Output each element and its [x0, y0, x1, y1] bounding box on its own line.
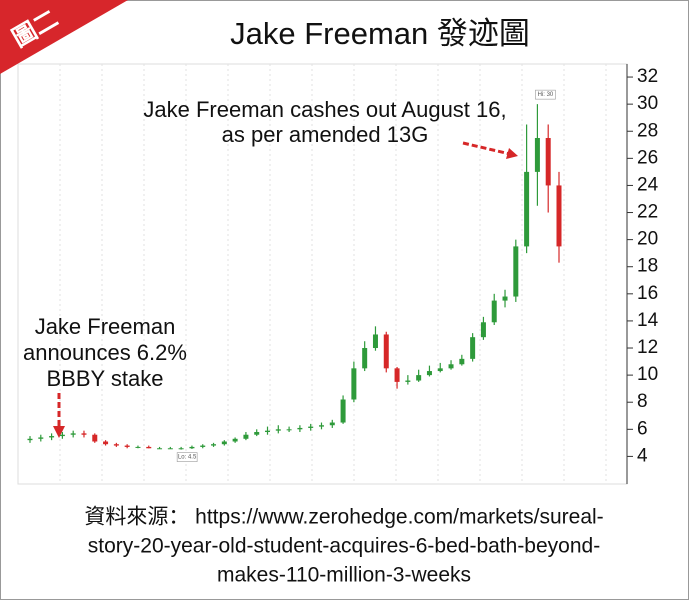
candle-body [265, 430, 271, 433]
candle-body [211, 444, 217, 446]
candle-body [286, 429, 292, 431]
candle-body [221, 441, 227, 445]
source: makes-110-million-3-weeks [217, 564, 471, 587]
candle-body [556, 185, 562, 247]
candle-body [189, 446, 195, 449]
low-label: Lo: 4.5 [178, 455, 197, 461]
arrow-head [506, 148, 518, 159]
high-label: Hi: 30 [538, 92, 554, 98]
candle-body [362, 348, 368, 369]
candle-body [157, 448, 163, 450]
candle-body [200, 445, 206, 447]
y-tick-label: 30 [637, 93, 658, 114]
y-tick-label: 24 [637, 174, 659, 195]
candle-body [297, 427, 303, 430]
candle-body [480, 322, 486, 338]
chart-title: Jake Freeman 發迹圖 [230, 16, 530, 51]
candle-body [167, 448, 173, 450]
annotation: BBBY stake [47, 366, 164, 391]
badge-corner [0, 0, 128, 74]
arrow [462, 141, 511, 156]
y-tick-label: 12 [637, 337, 658, 358]
vertical-grid [59, 64, 607, 484]
source: story-20-year-old-student-acquires-6-bed… [88, 535, 600, 558]
annotation: Jake Freeman [35, 314, 176, 339]
annotation: announces 6.2% [23, 340, 187, 365]
candle-body [329, 422, 335, 426]
candle-body [81, 433, 87, 435]
candle-body [426, 371, 432, 376]
candle-body [491, 300, 497, 323]
annotation: as per amended 13G [222, 122, 429, 147]
candle-body [416, 375, 422, 381]
candle-body [502, 296, 508, 301]
candle-body [178, 448, 184, 450]
candle-body [437, 368, 443, 372]
candle-body [340, 399, 346, 423]
y-tick-label: 22 [637, 202, 658, 223]
candle-body [275, 429, 281, 431]
label-box [535, 89, 556, 100]
candle-body [38, 437, 44, 439]
candle-body [254, 432, 260, 435]
y-tick-label: 32 [637, 66, 658, 87]
candle-body [459, 358, 465, 365]
y-tick-label: 20 [637, 229, 658, 250]
candle-body [70, 433, 76, 435]
candle-body [27, 438, 33, 441]
candle-body [405, 380, 411, 382]
candle-body [470, 337, 476, 359]
candle-body [59, 434, 65, 437]
candle-body [124, 445, 130, 447]
candle-body [383, 334, 389, 369]
arrow-head [53, 426, 65, 438]
y-tick-label: 26 [637, 147, 658, 168]
candle-body [92, 434, 98, 442]
y-tick-label: 14 [637, 310, 659, 331]
candle-body [524, 171, 530, 247]
candle-body [448, 364, 454, 369]
candle-body [545, 138, 551, 186]
candle-body [534, 138, 540, 172]
candle-body [49, 436, 55, 438]
candle-body [394, 368, 400, 382]
candle-body [308, 426, 314, 428]
y-tick-label: 6 [637, 418, 648, 439]
y-tick-label: 10 [637, 364, 658, 385]
annotation: Jake Freeman cashes out August 16, [143, 97, 506, 122]
candle-body [372, 334, 378, 349]
source: 資料來源： https://www.zerohedge.com/markets/… [84, 506, 603, 529]
candle-body [513, 246, 519, 297]
y-tick-label: 16 [637, 283, 658, 304]
candle-body [243, 434, 249, 439]
y-tick-label: 8 [637, 391, 648, 412]
y-tick-label: 28 [637, 120, 658, 141]
candle-body [103, 441, 109, 445]
candle-body [135, 446, 141, 448]
label-box [176, 452, 198, 462]
candle-body [232, 438, 238, 442]
y-tick-label: 18 [637, 256, 658, 277]
candle-body [318, 425, 324, 427]
candle-body [146, 446, 152, 449]
candle-body [351, 368, 357, 400]
y-tick-label: 4 [637, 445, 648, 466]
candle-body [113, 444, 119, 446]
